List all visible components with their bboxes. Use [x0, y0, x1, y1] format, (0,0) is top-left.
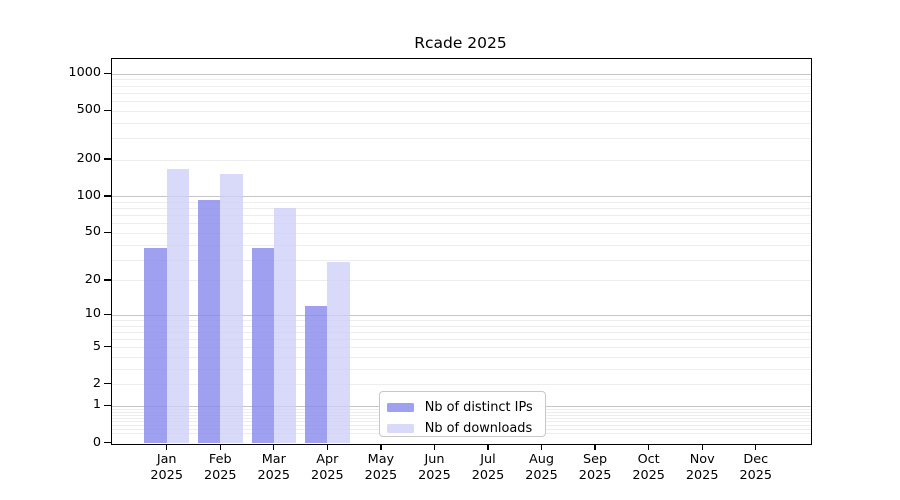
- x-tick-label: Jun 2025: [418, 451, 451, 484]
- x-tick-label: Sep 2025: [578, 451, 612, 484]
- minor-gridline: [112, 331, 811, 333]
- minor-gridline: [112, 159, 811, 161]
- minor-gridline: [112, 368, 811, 370]
- legend-item-downloads: Nb of downloads: [380, 418, 545, 439]
- minor-gridline: [112, 384, 811, 386]
- x-tick-mark: [487, 443, 489, 451]
- x-tick-mark: [326, 443, 329, 451]
- x-tick-mark: [166, 443, 168, 451]
- x-tick-mark: [540, 443, 543, 451]
- y-tick-mark: [104, 158, 111, 160]
- minor-gridline: [112, 92, 811, 94]
- y-tick-mark: [104, 72, 111, 75]
- bar-downloads-jan: [166, 168, 189, 444]
- bar-downloads-apr: [327, 261, 350, 444]
- minor-gridline: [112, 339, 811, 341]
- legend-swatch-downloads: [386, 423, 414, 434]
- y-tick-label: 20: [84, 271, 101, 287]
- y-tick-label: 100: [76, 187, 101, 203]
- y-tick-mark: [104, 404, 111, 407]
- x-tick-label: Aug 2025: [525, 451, 558, 484]
- bar-downloads-feb: [220, 174, 243, 444]
- minor-gridline: [112, 122, 811, 124]
- y-tick-mark: [104, 279, 111, 281]
- minor-gridline: [112, 357, 811, 358]
- x-tick-label: Nov 2025: [685, 451, 719, 484]
- y-tick-label: 0: [92, 434, 101, 450]
- x-tick-label: Feb 2025: [203, 451, 237, 484]
- minor-gridline: [112, 259, 811, 261]
- x-tick-label: Jul 2025: [471, 451, 505, 484]
- minor-gridline: [112, 347, 811, 349]
- y-tick-label: 500: [76, 102, 101, 118]
- x-tick-mark: [380, 443, 382, 451]
- bar-distinct-ips-feb: [197, 199, 221, 444]
- x-tick-label: Mar 2025: [257, 451, 291, 484]
- minor-gridline: [112, 215, 811, 217]
- y-tick-label: 200: [76, 151, 101, 167]
- legend-swatch-distinct-ips: [386, 402, 414, 413]
- y-tick-label: 5: [92, 338, 101, 354]
- major-gridline: [112, 314, 811, 316]
- x-tick-mark: [219, 443, 221, 451]
- legend-label-downloads: Nb of downloads: [424, 420, 533, 436]
- x-tick-mark: [433, 443, 436, 451]
- minor-gridline: [112, 319, 811, 321]
- y-tick-label: 2: [92, 375, 101, 391]
- x-tick-label: May 2025: [364, 451, 398, 484]
- x-tick-label: Oct 2025: [632, 451, 665, 484]
- x-tick-mark: [701, 443, 703, 451]
- minor-gridline: [112, 232, 811, 234]
- y-tick-label: 1: [92, 397, 101, 413]
- minor-gridline: [112, 79, 811, 81]
- y-tick-label: 10: [84, 306, 101, 322]
- minor-gridline: [112, 110, 811, 112]
- minor-gridline: [112, 138, 811, 140]
- x-tick-mark: [594, 443, 596, 451]
- x-tick-mark: [755, 443, 757, 451]
- y-tick-mark: [104, 231, 111, 234]
- x-tick-label: Jan 2025: [150, 451, 183, 484]
- minor-gridline: [112, 201, 811, 203]
- x-tick-mark: [647, 443, 650, 451]
- legend-label-distinct-ips: Nb of distinct IPs: [424, 399, 533, 415]
- minor-gridline: [112, 85, 811, 87]
- y-tick-label: 1000: [68, 65, 101, 81]
- x-tick-label: Apr 2025: [311, 451, 344, 484]
- bar-distinct-ips-mar: [251, 247, 274, 444]
- minor-gridline: [112, 244, 811, 246]
- legend: Nb of distinct IPs Nb of downloads: [378, 391, 546, 439]
- bar-downloads-mar: [273, 208, 297, 444]
- legend-item-distinct-ips: Nb of distinct IPs: [380, 397, 545, 418]
- y-tick-mark: [104, 383, 111, 385]
- y-tick-label: 50: [84, 224, 101, 240]
- minor-gridline: [112, 223, 811, 225]
- major-gridline: [112, 73, 811, 75]
- minor-gridline: [112, 325, 811, 327]
- x-tick-label: Dec 2025: [739, 451, 773, 484]
- y-tick-mark: [104, 195, 111, 197]
- bar-distinct-ips-apr: [305, 306, 328, 444]
- minor-gridline: [112, 208, 811, 210]
- plot-area: [111, 58, 812, 445]
- minor-gridline: [112, 280, 811, 282]
- y-tick-mark: [104, 441, 111, 444]
- minor-gridline: [112, 101, 811, 103]
- bar-distinct-ips-jan: [144, 247, 167, 444]
- y-tick-mark: [104, 313, 111, 316]
- y-tick-mark: [104, 109, 111, 112]
- y-tick-mark: [104, 346, 111, 348]
- chart-title: Rcade 2025: [414, 34, 507, 52]
- major-gridline: [112, 196, 811, 198]
- x-tick-mark: [273, 443, 275, 451]
